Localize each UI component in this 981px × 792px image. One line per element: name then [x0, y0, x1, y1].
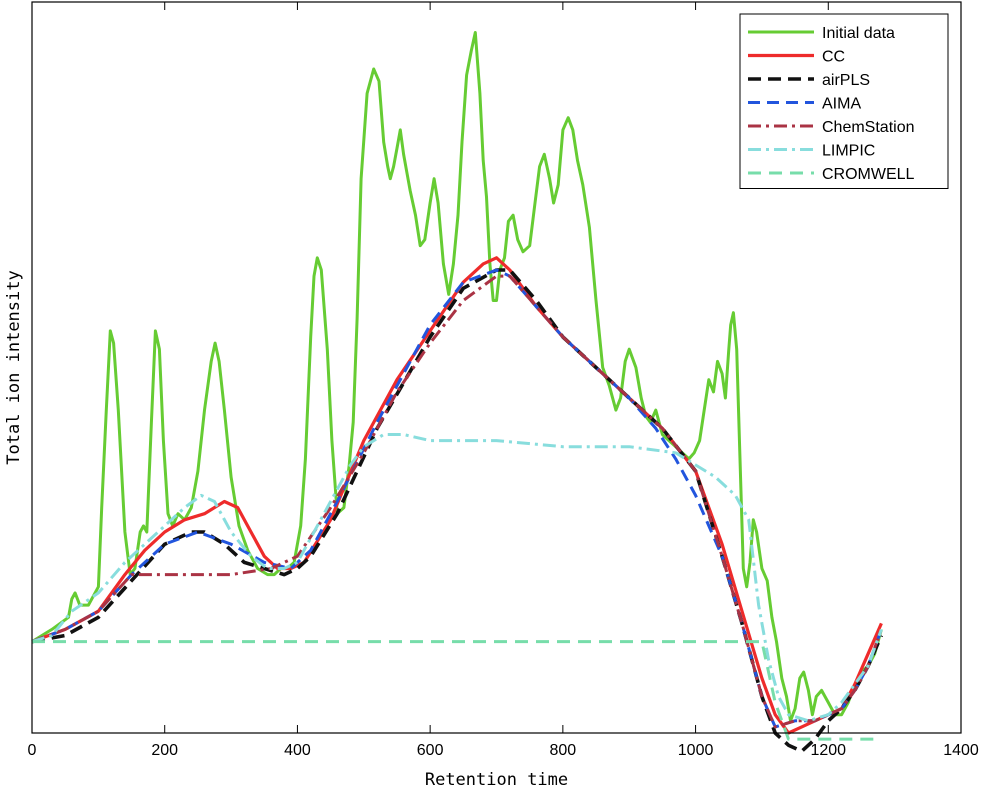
x-tick-label: 1200 [810, 742, 846, 759]
x-tick-label: 0 [28, 742, 37, 759]
x-axis-label: Retention time [425, 770, 568, 790]
series-line-cromwell [32, 640, 875, 741]
series-line-chemstation [31, 274, 883, 729]
legend-label: LIMPIC [822, 143, 875, 160]
x-tick-label: 1400 [943, 742, 979, 759]
series-layer [31, 31, 884, 754]
series-line-cc [31, 256, 883, 735]
legend-label: CC [822, 49, 845, 66]
x-tick-label: 200 [151, 742, 178, 759]
legend-label: AIMA [822, 96, 861, 113]
legend-label: ChemStation [822, 119, 915, 136]
series-line-airpls [31, 268, 884, 754]
x-tick-label: 800 [550, 742, 577, 759]
legend-label: Initial data [822, 25, 895, 42]
x-tick-label: 600 [417, 742, 444, 759]
legend: Initial data CC airPLS AIMA ChemStation LIMPI… [739, 13, 949, 189]
series-line-limpic [31, 433, 883, 723]
legend-label: airPLS [822, 72, 870, 89]
x-tick-label: 1000 [678, 742, 714, 759]
plot-frame [31, 1, 962, 734]
y-axis-label: Total ion intensity [4, 270, 24, 464]
series-line-initial-data [31, 31, 883, 723]
legend-label: CROMWELL [822, 166, 915, 183]
x-axis: 0 200 400 600 800 1000 1200 1400 [28, 2, 979, 759]
x-tick-label: 400 [284, 742, 311, 759]
